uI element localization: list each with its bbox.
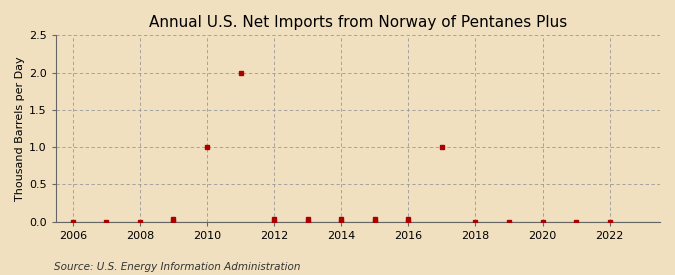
Text: Source: U.S. Energy Information Administration: Source: U.S. Energy Information Administ… <box>54 262 300 272</box>
Title: Annual U.S. Net Imports from Norway of Pentanes Plus: Annual U.S. Net Imports from Norway of P… <box>149 15 567 30</box>
Y-axis label: Thousand Barrels per Day: Thousand Barrels per Day <box>15 56 25 201</box>
